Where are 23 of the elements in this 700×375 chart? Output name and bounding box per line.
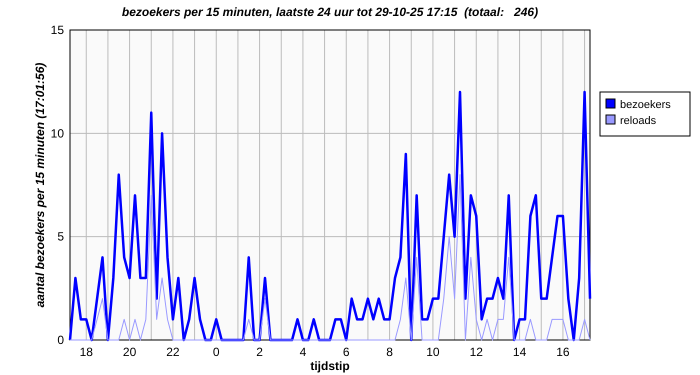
x-axis-title: tijdstip: [310, 359, 350, 373]
x-tick-label: 16: [556, 345, 570, 359]
legend-label: bezoekers: [620, 99, 672, 111]
x-tick-label: 4: [300, 345, 307, 359]
y-axis-title: aantal bezoekers per 15 minuten (17:01:56): [33, 62, 47, 308]
x-tick-label: 20: [122, 345, 137, 359]
x-tick-label: 18: [80, 345, 94, 359]
x-tick-label: 0: [212, 345, 220, 359]
y-tick-label: 10: [50, 126, 64, 140]
y-tick-label: 0: [57, 333, 64, 347]
x-tick-label: 10: [426, 345, 440, 359]
x-tick-label: 12: [470, 345, 484, 359]
line-series: [70, 174, 590, 340]
legend-label: reloads: [620, 115, 657, 127]
x-tick-label: 22: [166, 345, 180, 359]
x-tick-label: 14: [512, 345, 527, 359]
x-tick-label: 8: [386, 345, 394, 359]
chart-title: bezoekers per 15 minuten, laatste 24 uur tot 29-10-25 17:15 (totaal: 246): [122, 5, 538, 19]
y-tick-label: 5: [57, 230, 64, 244]
y-tick-label: 15: [50, 23, 64, 37]
x-tick-label: 2: [256, 345, 264, 359]
x-tick-label: 6: [342, 345, 350, 359]
line-series: [68, 90, 592, 342]
